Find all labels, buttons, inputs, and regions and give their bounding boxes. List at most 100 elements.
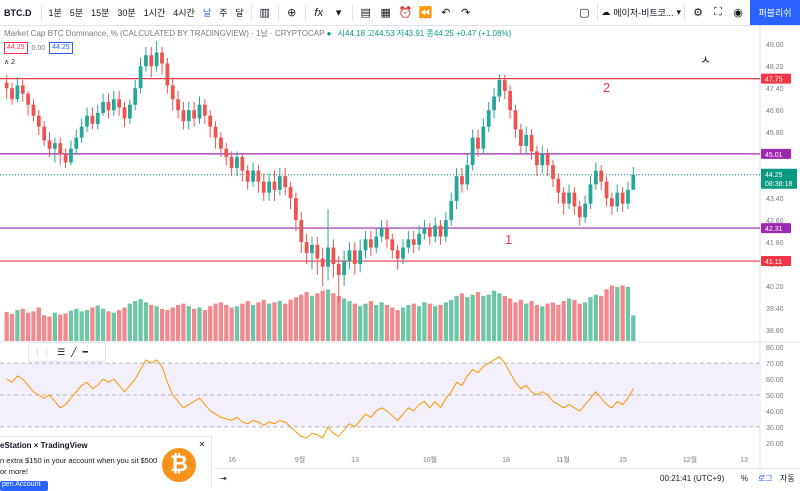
candle-body bbox=[336, 264, 341, 276]
volume-bar bbox=[159, 308, 165, 341]
buy-price-box[interactable]: 44.25 bbox=[49, 42, 73, 54]
drag-handle-icon[interactable]: ⋮⋮ bbox=[33, 346, 51, 357]
candle-body bbox=[79, 126, 84, 138]
auto-toggle[interactable]: 자동 bbox=[780, 474, 795, 483]
candle-body bbox=[567, 192, 571, 204]
volume-bar bbox=[272, 302, 277, 341]
percent-toggle[interactable]: % bbox=[741, 474, 749, 483]
candle-body bbox=[299, 220, 304, 243]
alert-icon[interactable]: ⏰ bbox=[398, 7, 413, 19]
level-label: 47.75 bbox=[765, 77, 783, 84]
interval-7[interactable]: 주 bbox=[219, 7, 228, 18]
rsi-tick-label: 40.00 bbox=[766, 409, 784, 416]
brush-icon[interactable]: ╱ bbox=[71, 346, 77, 357]
interval-3[interactable]: 30분 bbox=[117, 7, 136, 18]
candle-body bbox=[240, 156, 245, 171]
candle-body bbox=[540, 154, 545, 166]
volume-bar bbox=[443, 302, 449, 341]
undo-icon[interactable]: ↶ bbox=[441, 7, 451, 19]
interval-4[interactable]: 1시간 bbox=[143, 7, 166, 18]
compare-add-icon[interactable]: ⊕ bbox=[287, 7, 297, 19]
volume-bar bbox=[593, 294, 598, 341]
interval-5[interactable]: 4시간 bbox=[173, 7, 195, 18]
volume-bar bbox=[438, 304, 443, 341]
volume-bar bbox=[9, 313, 15, 341]
volume-bar bbox=[433, 306, 438, 341]
volume-bar bbox=[234, 306, 240, 341]
fullscreen-toggle-icon[interactable]: ▢ bbox=[579, 7, 590, 19]
volume-bar bbox=[518, 299, 523, 341]
candle-type-icon[interactable]: ▥ bbox=[259, 7, 270, 19]
candle-body bbox=[10, 88, 14, 100]
candle-body bbox=[417, 233, 421, 245]
candle-body bbox=[379, 228, 384, 237]
volume-bar bbox=[266, 303, 272, 341]
candle-body bbox=[438, 225, 443, 237]
date-tick-label: 13 bbox=[740, 457, 748, 464]
bar-chart-icon[interactable]: ▦ bbox=[380, 7, 391, 19]
visibility-icon[interactable]: ● bbox=[326, 29, 332, 38]
indicator-collapse[interactable]: ∧ 2 bbox=[4, 58, 15, 66]
candle-body bbox=[331, 247, 336, 265]
interval-0[interactable]: 1분 bbox=[48, 7, 62, 18]
candle-body bbox=[518, 129, 523, 146]
volume-bar bbox=[620, 285, 625, 341]
go-to-date-icon[interactable]: ⇥ bbox=[220, 474, 227, 483]
log-toggle[interactable]: 로그 bbox=[758, 474, 773, 483]
volume-bar bbox=[79, 311, 84, 341]
candle-body bbox=[433, 225, 438, 237]
interval-1[interactable]: 5분 bbox=[69, 7, 84, 18]
open-account-button[interactable]: pen Account bbox=[0, 481, 48, 491]
last-price-bg bbox=[761, 168, 797, 189]
candle-body bbox=[245, 170, 250, 182]
volume-bar bbox=[513, 302, 518, 341]
volume-bar bbox=[374, 304, 379, 341]
camera-icon[interactable]: ◉ bbox=[733, 7, 743, 19]
volume-bar bbox=[561, 301, 566, 341]
close-icon[interactable]: ✕ bbox=[198, 440, 206, 449]
price-tick-label: 46.60 bbox=[766, 108, 784, 115]
volume-bar bbox=[256, 302, 261, 341]
interval-8[interactable]: 달 bbox=[235, 7, 244, 18]
financials-icon[interactable]: ▤ bbox=[360, 7, 371, 19]
layout-selector[interactable]: ☁ 메이저-비트코... ▾ bbox=[601, 6, 681, 19]
volume-bar bbox=[127, 303, 133, 341]
symbol-search[interactable]: BTC.D bbox=[4, 7, 32, 18]
indicators-icon[interactable]: fx bbox=[314, 6, 323, 19]
cloud-icon: ☁ bbox=[601, 7, 611, 17]
candle-body bbox=[47, 140, 52, 149]
annotation-label-2: 2 bbox=[603, 80, 610, 95]
candle-body bbox=[427, 228, 432, 237]
interval-6[interactable]: 날 bbox=[202, 7, 212, 18]
line-style-icon[interactable]: ☰ bbox=[57, 346, 66, 357]
line-width-icon[interactable]: ━ bbox=[82, 346, 88, 357]
chevron-down-icon: ▾ bbox=[676, 7, 681, 17]
candle-body bbox=[486, 110, 491, 127]
volume-bar bbox=[186, 306, 191, 341]
replay-icon[interactable]: ⏪ bbox=[418, 7, 433, 19]
volume-bar bbox=[449, 299, 454, 341]
volume-bar bbox=[556, 304, 561, 341]
candle-body bbox=[310, 244, 314, 254]
clock-time[interactable]: 00:21:41 (UTC+9) bbox=[660, 474, 725, 483]
templates-icon[interactable]: ▾ bbox=[335, 7, 342, 19]
candle-body bbox=[320, 258, 325, 267]
gear-icon[interactable]: ⚙ bbox=[693, 7, 703, 19]
price-tick-label: 39.40 bbox=[766, 306, 784, 313]
sell-price-box[interactable]: 44.25 bbox=[4, 42, 28, 54]
level-label: 42.31 bbox=[765, 226, 783, 233]
volume-bar bbox=[454, 295, 459, 341]
volume-bar bbox=[283, 303, 288, 341]
interval-2[interactable]: 15분 bbox=[91, 7, 110, 18]
candle-body bbox=[53, 143, 57, 149]
rsi-tick-label: 60.00 bbox=[766, 377, 784, 384]
price-chart[interactable]: 49.0048.2047.4046.6045.8045.0044.2043.40… bbox=[0, 26, 800, 468]
candle-body bbox=[476, 137, 480, 149]
expand-icon[interactable]: ⛶ bbox=[714, 6, 722, 18]
candle-body bbox=[133, 88, 138, 105]
volume-bar bbox=[384, 304, 390, 341]
toolbar-divider bbox=[304, 4, 306, 21]
annotation-mark: ㅅ bbox=[700, 53, 711, 67]
redo-icon[interactable]: ↷ bbox=[461, 7, 471, 19]
publish-button[interactable]: 퍼블리쉬 bbox=[750, 0, 800, 25]
